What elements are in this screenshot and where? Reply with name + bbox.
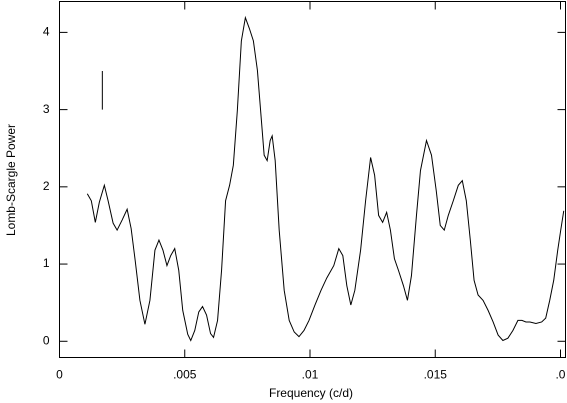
y-tick-label: 2 (43, 179, 50, 193)
x-axis-label: Frequency (c/d) (269, 386, 353, 400)
y-axis-label: Lomb-Scargle Power (4, 124, 18, 236)
periodogram-line (86, 15, 565, 342)
x-tick-label: .005 (173, 368, 197, 382)
x-tick-label: .015 (424, 368, 448, 382)
x-tick-label: .0 (555, 368, 565, 382)
plot-frame (59, 1, 566, 358)
x-tick-label: .01 (302, 368, 319, 382)
y-tick-label: 0 (43, 333, 50, 347)
y-tick-label: 1 (43, 256, 50, 270)
y-tick-label: 3 (43, 102, 50, 116)
x-tick-label: 0 (56, 368, 63, 382)
y-tick-label: 4 (43, 25, 50, 39)
